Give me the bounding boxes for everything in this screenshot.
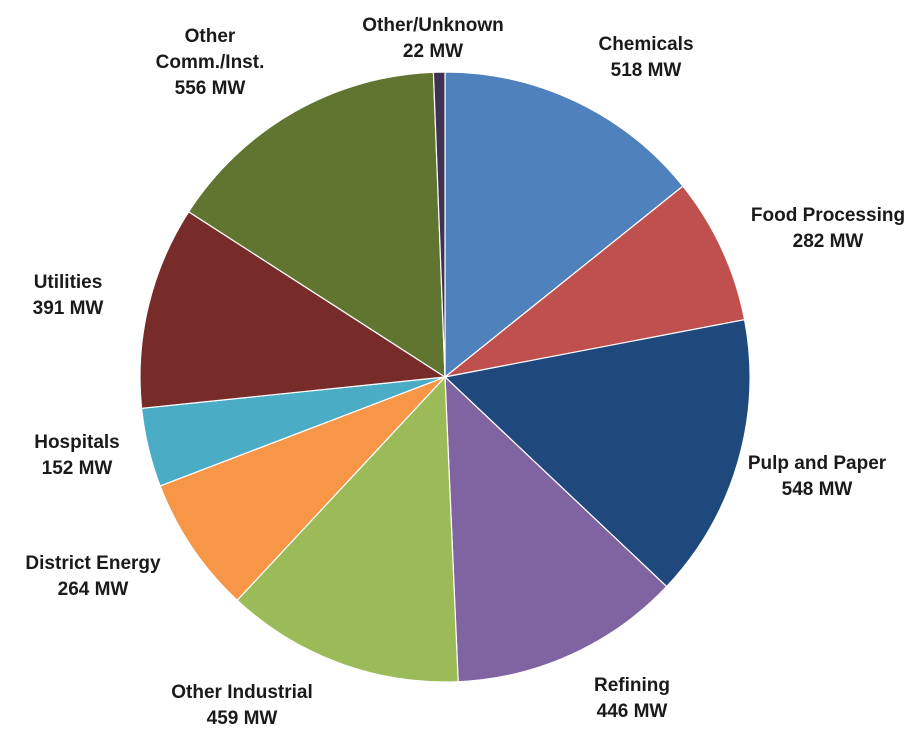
pie-slice-food-processing bbox=[444, 185, 746, 378]
slice-label-line: Other/Unknown bbox=[362, 15, 503, 36]
slice-label-line: 152 MW bbox=[42, 458, 113, 479]
slice-label-line: District Energy bbox=[25, 553, 161, 574]
slice-label-other-comm-inst: Other Comm./Inst. 556 MW bbox=[156, 26, 265, 99]
pie-slice-pulp-and-paper bbox=[443, 318, 751, 588]
slice-label-line: Other bbox=[185, 26, 236, 47]
slice-label-refining: Refining 446 MW bbox=[594, 675, 670, 722]
slice-label-line: 282 MW bbox=[793, 231, 864, 252]
slice-label-district-energy: District Energy 264 MW bbox=[25, 553, 161, 600]
slice-label-other-unknown: Other/Unknown 22 MW bbox=[362, 15, 503, 62]
slice-label-line: Chemicals bbox=[598, 34, 693, 55]
pie-slice-other-comm-inst bbox=[187, 71, 446, 379]
slice-label-food-processing: Food Processing 282 MW bbox=[751, 205, 905, 252]
pie-slice-utilities bbox=[139, 210, 447, 409]
slice-label-line: 556 MW bbox=[175, 78, 246, 99]
slice-label-line: Utilities bbox=[34, 272, 103, 293]
slice-label-line: Refining bbox=[594, 675, 670, 696]
slice-label-line: Comm./Inst. bbox=[156, 52, 265, 73]
slice-label-line: Food Processing bbox=[751, 205, 905, 226]
slice-label-line: 518 MW bbox=[611, 60, 682, 81]
slice-label-line: Hospitals bbox=[34, 432, 120, 453]
pie-slice-district-energy bbox=[159, 376, 446, 602]
slice-label-line: 264 MW bbox=[58, 579, 129, 600]
pie-slices bbox=[139, 71, 751, 683]
slice-label-line: Pulp and Paper bbox=[748, 453, 887, 474]
slice-label-pulp-and-paper: Pulp and Paper 548 MW bbox=[748, 453, 887, 500]
slice-label-utilities: Utilities 391 MW bbox=[33, 272, 104, 319]
pie-labels: Chemicals 518 MW Food Processing 282 MW Pulp… bbox=[25, 15, 905, 729]
slice-label-line: 548 MW bbox=[782, 479, 853, 500]
pie-slice-chemicals bbox=[444, 71, 684, 379]
pie-slice-other-industrial bbox=[236, 375, 459, 683]
slice-label-other-industrial: Other Industrial 459 MW bbox=[171, 682, 312, 729]
pie-slice-refining bbox=[444, 375, 668, 683]
pie-slice-other-unknown bbox=[432, 71, 446, 378]
slice-label-line: 22 MW bbox=[403, 41, 463, 62]
slice-label-chemicals: Chemicals 518 MW bbox=[598, 34, 693, 81]
slice-label-line: 446 MW bbox=[597, 701, 668, 722]
slice-label-hospitals: Hospitals 152 MW bbox=[34, 432, 120, 479]
slice-label-line: Other Industrial bbox=[171, 682, 312, 703]
slice-label-line: 391 MW bbox=[33, 298, 104, 319]
slice-label-line: 459 MW bbox=[207, 708, 278, 729]
